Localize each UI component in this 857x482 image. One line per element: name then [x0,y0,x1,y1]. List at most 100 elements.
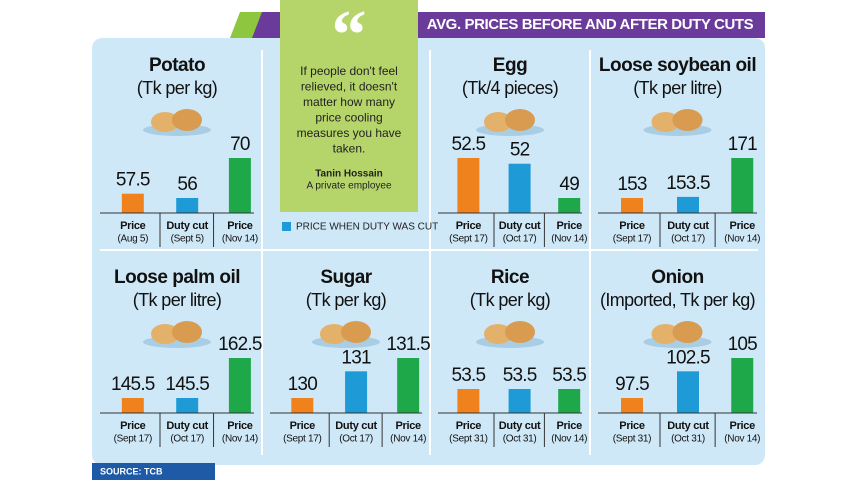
food-icon [151,324,179,344]
bar [621,198,643,213]
category-label: Duty cut [166,220,208,232]
date-label: (Sept 17) [613,234,651,245]
category-label: Duty cut [667,220,709,232]
value-label: 56 [177,174,197,195]
date-label: (Sept 17) [449,234,487,245]
quote: If people don't feel relieved, it doesn't… [297,64,402,156]
chart-title: Egg [493,55,527,76]
value-label: 145.5 [111,374,155,395]
bar [121,193,144,213]
category-label: Duty cut [499,220,541,232]
bar [397,358,420,413]
chart: Onion(Imported, Tk per kg) 97.5 Price (Sept… [598,267,761,447]
bar [558,389,581,413]
category-label: Price [227,420,253,432]
category-label: Price [227,220,253,232]
bar [677,196,699,213]
category-label: Price [619,220,645,232]
value-label: 53.5 [552,365,586,386]
date-label: (Nov 14) [551,234,587,245]
value-label: 97.5 [615,374,649,395]
date-label: (Nov 14) [551,434,587,445]
bar [121,398,144,413]
quote-line: price cooling [315,111,382,125]
value-label: 105 [728,334,758,355]
date-label: (Nov 14) [222,234,258,245]
category-label: Price [395,420,421,432]
date-label: (Oct 17) [339,434,373,445]
value-label: 131.5 [386,334,430,355]
category-label: Duty cut [166,420,208,432]
bar [731,158,754,213]
category-label: Duty cut [335,420,377,432]
quote-box [280,0,418,212]
value-label: 130 [288,374,318,395]
bar [558,198,581,213]
quote-author: Tanin Hossain [315,169,383,180]
bar [731,358,754,413]
quote-mark: “ [332,0,367,74]
bar [457,389,480,413]
value-label: 153.5 [666,173,710,194]
bar [176,198,199,213]
chart-title: Onion [651,267,703,288]
chart-subtitle: (Tk per kg) [306,290,386,310]
category-label: Price [120,420,146,432]
category-label: Duty cut [667,420,709,432]
food-icon [672,321,703,343]
quote-line: taken. [333,142,366,156]
bar [345,371,368,413]
food-icon [484,324,512,344]
food-icon [320,324,348,344]
category-label: Duty cut [499,420,541,432]
food-icon [505,109,535,131]
date-label: (Sept 31) [613,434,651,445]
chart-subtitle: (Tk per kg) [470,290,550,310]
chart-subtitle: (Tk/4 pieces) [462,78,558,98]
value-label: 162.5 [218,334,262,355]
date-label: (Oct 17) [170,434,204,445]
food-icon [484,112,512,132]
chart-subtitle: (Tk per litre) [133,290,222,310]
bar [228,158,251,213]
food-icon [651,324,680,344]
date-label: (Nov 14) [222,434,258,445]
panel [92,38,765,465]
date-label: (Oct 31) [503,434,537,445]
chart-title: Rice [491,267,529,288]
date-label: (Aug 5) [117,234,148,245]
value-label: 171 [728,134,758,155]
category-label: Price [730,420,756,432]
food-icon [172,109,202,131]
value-label: 145.5 [165,374,209,395]
chart: Sugar(Tk per kg) 130 Price (Sept 17) 131 Duty… [270,267,431,447]
value-label: 102.5 [666,347,710,368]
date-label: (Nov 14) [724,434,760,445]
banner-accent [230,12,262,38]
chart-subtitle: (Imported, Tk per kg) [600,290,755,310]
food-icon [151,112,179,132]
date-label: (Sept 31) [449,434,487,445]
value-label: 131 [341,347,371,368]
date-label: (Oct 17) [671,234,705,245]
date-label: (Sept 5) [171,234,204,245]
bar [228,358,251,413]
chart: Rice(Tk per kg) 53.5 Price (Sept 31) 53.5 Dut… [438,267,587,447]
category-label: Price [120,220,146,232]
bar [677,371,699,413]
value-label: 52 [510,140,530,161]
quote-line: If people don't feel [300,64,398,78]
chart: Potato(Tk per kg) 57.5 Price (Aug 5) 56 Duty … [100,55,258,247]
category-label: Price [619,420,645,432]
value-label: 153 [617,174,647,195]
food-icon [672,109,703,131]
quote-line: relieved, it doesn't [301,80,398,94]
food-icon [172,321,202,343]
category-label: Price [730,220,756,232]
source: SOURCE: TCB [100,466,163,476]
bar [621,398,643,413]
quote-role: A private employee [306,181,391,192]
bar [508,389,531,413]
chart-subtitle: (Tk per kg) [137,78,217,98]
